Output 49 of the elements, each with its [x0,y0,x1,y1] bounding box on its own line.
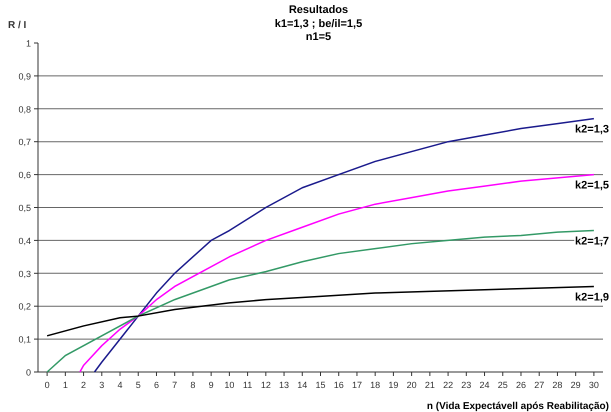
x-tick-label: 22 [443,380,454,390]
y-tick-label: 0,1 [18,334,31,345]
y-tick-label: 0 [26,368,31,378]
x-tick-label: 8 [190,380,196,390]
x-tick-label: 17 [352,380,362,390]
x-tick-label: 4 [118,380,123,390]
chart-subtitle: k1=1,3 ; be/il=1,5 n1=5 [274,18,362,43]
x-tick-label: 21 [424,380,435,390]
x-tick-label: 11 [242,380,252,390]
x-tick-label: 10 [224,380,234,390]
x-tick-label: 9 [208,380,214,390]
y-tick-label: 0,3 [18,268,31,279]
x-tick-label: 29 [570,380,581,390]
x-tick-label: 13 [279,380,290,390]
x-tick-label: 0 [44,380,50,390]
x-tick-label: 27 [534,380,544,390]
x-tick-label: 30 [588,380,599,390]
x-tick-label: 5 [136,380,141,390]
chart-title: Resultados [288,4,348,16]
x-tick-label: 15 [315,380,326,390]
x-tick-label: 12 [260,380,271,390]
y-tick-label: 0,8 [18,104,31,114]
x-tick-label: 28 [552,380,562,390]
y-tick-label: 0,2 [18,302,31,312]
x-tick-label: 20 [406,380,417,390]
x-tick-label: 14 [297,380,308,390]
series-label: k2=1,5 [575,180,609,192]
x-tick-label: 3 [99,380,104,390]
x-tick-label: 18 [370,380,380,390]
x-tick-label: 7 [172,380,178,390]
x-tick-label: 16 [334,380,344,390]
y-tick-label: 0,5 [18,203,31,213]
x-tick-label: 23 [461,380,472,390]
x-tick-label: 19 [388,380,398,390]
series-label: k2=1,9 [575,291,609,304]
x-tick-label: 2 [81,380,86,390]
y-tick-label: 0,7 [18,137,31,148]
y-axis-title: R / I [8,20,27,31]
y-tick-label: 0,9 [18,71,31,82]
x-tick-label: 1 [62,380,68,390]
x-tick-label: 25 [498,380,508,390]
y-tick-label: 0,4 [18,236,31,246]
x-tick-label: 24 [480,380,490,390]
y-tick-label: 1 [26,38,31,48]
y-tick-label: 0,6 [18,170,31,180]
x-tick-label: 6 [154,380,159,390]
x-tick-label: 26 [516,380,526,390]
x-axis-title: n (Vida Expectávell após Reabilitação) [426,401,609,412]
series-label: k2=1,3 [575,124,609,136]
